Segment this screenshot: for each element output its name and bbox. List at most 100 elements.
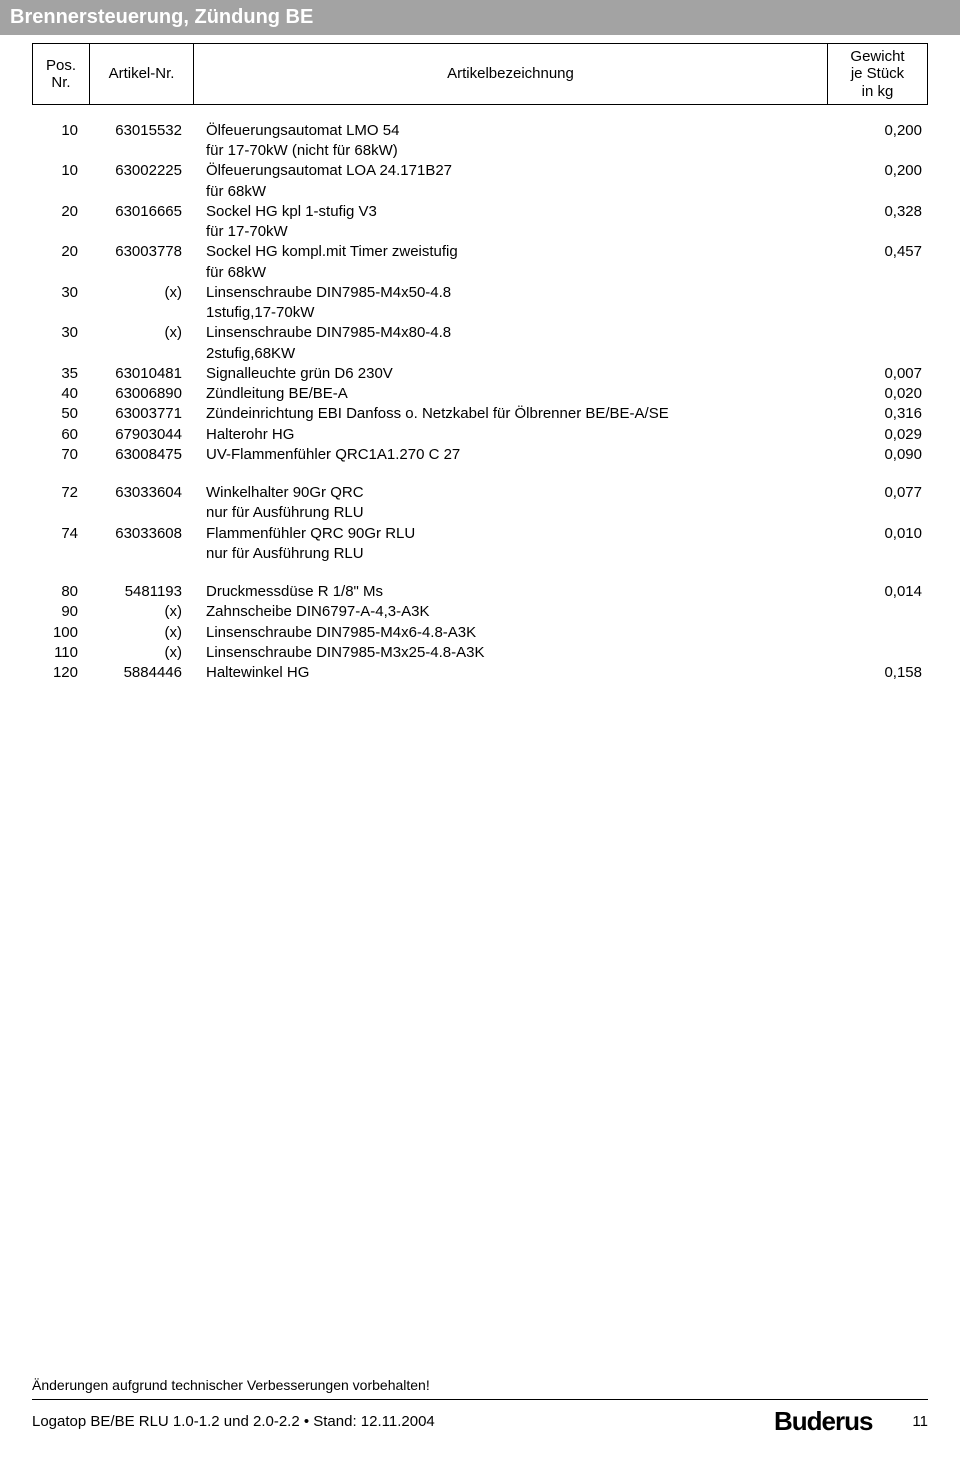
cell-pos: 74 xyxy=(32,524,90,544)
cell-art: 63003771 xyxy=(90,404,194,424)
col-wt-label: Gewicht je Stück in kg xyxy=(850,48,904,100)
cell-pos xyxy=(32,263,90,283)
table-row: 30(x)Linsenschraube DIN7985-M4x80-4.8 xyxy=(32,323,928,343)
cell-art: 63003778 xyxy=(90,242,194,262)
cell-pos xyxy=(32,503,90,523)
cell-wt xyxy=(828,303,928,323)
cell-pos xyxy=(32,344,90,364)
cell-desc: Zündleitung BE/BE-A xyxy=(194,384,828,404)
table-row: 1205884446Haltewinkel HG0,158 xyxy=(32,663,928,683)
cell-desc: Winkelhalter 90Gr QRC xyxy=(194,483,828,503)
cell-wt xyxy=(828,283,928,303)
cell-wt: 0,007 xyxy=(828,364,928,384)
cell-wt: 0,457 xyxy=(828,242,928,262)
cell-art: (x) xyxy=(90,602,194,622)
cell-pos: 50 xyxy=(32,404,90,424)
cell-wt xyxy=(828,182,928,202)
cell-desc: Haltewinkel HG xyxy=(194,663,828,683)
cell-desc: Linsenschraube DIN7985-M4x50-4.8 xyxy=(194,283,828,303)
col-desc-label: Artikelbezeichnung xyxy=(447,65,574,82)
cell-desc: Zahnscheibe DIN6797-A-4,3-A3K xyxy=(194,602,828,622)
table-row: 90(x)Zahnscheibe DIN6797-A-4,3-A3K xyxy=(32,602,928,622)
cell-wt: 0,029 xyxy=(828,425,928,445)
cell-pos: 72 xyxy=(32,483,90,503)
table-row: für 68kW xyxy=(32,263,928,283)
cell-desc: Flammenfühler QRC 90Gr RLU xyxy=(194,524,828,544)
cell-desc: nur für Ausführung RLU xyxy=(194,544,828,564)
cell-pos: 10 xyxy=(32,121,90,141)
table-body: 1063015532Ölfeuerungsautomat LMO 540,200… xyxy=(32,121,928,684)
cell-desc: Sockel HG kpl 1-stufig V3 xyxy=(194,202,828,222)
cell-art xyxy=(90,344,194,364)
table-row: für 17-70kW xyxy=(32,222,928,242)
cell-art: (x) xyxy=(90,283,194,303)
table-row: für 17-70kW (nicht für 68kW) xyxy=(32,141,928,161)
cell-wt xyxy=(828,503,928,523)
section-title: Brennersteuerung, Zündung BE xyxy=(0,0,960,35)
cell-pos xyxy=(32,303,90,323)
cell-wt xyxy=(828,602,928,622)
cell-desc: Druckmessdüse R 1/8" Ms xyxy=(194,582,828,602)
cell-wt: 0,200 xyxy=(828,121,928,141)
table-row: nur für Ausführung RLU xyxy=(32,503,928,523)
table-row: 2stufig,68KW xyxy=(32,344,928,364)
table-row: 30(x)Linsenschraube DIN7985-M4x50-4.8 xyxy=(32,283,928,303)
cell-pos: 30 xyxy=(32,323,90,343)
cell-wt xyxy=(828,544,928,564)
cell-art: 67903044 xyxy=(90,425,194,445)
cell-art: 5884446 xyxy=(90,663,194,683)
cell-pos xyxy=(32,141,90,161)
cell-desc: Halterohr HG xyxy=(194,425,828,445)
cell-pos: 100 xyxy=(32,623,90,643)
col-art-label: Artikel-Nr. xyxy=(109,65,175,82)
cell-wt: 0,014 xyxy=(828,582,928,602)
cell-art: 63010481 xyxy=(90,364,194,384)
table-row: für 68kW xyxy=(32,182,928,202)
cell-wt xyxy=(828,141,928,161)
cell-art xyxy=(90,303,194,323)
cell-desc: Ölfeuerungsautomat LOA 24.171B27 xyxy=(194,161,828,181)
cell-pos: 20 xyxy=(32,202,90,222)
cell-desc: Sockel HG kompl.mit Timer zweistufig xyxy=(194,242,828,262)
cell-pos xyxy=(32,182,90,202)
table-row: 2063003778Sockel HG kompl.mit Timer zwei… xyxy=(32,242,928,262)
col-art: Artikel-Nr. xyxy=(90,43,194,105)
table-header: Pos. Nr. Artikel-Nr. Artikelbezeichnung … xyxy=(32,43,928,105)
cell-art xyxy=(90,182,194,202)
cell-art: (x) xyxy=(90,323,194,343)
cell-art: 63002225 xyxy=(90,161,194,181)
table-row: 7463033608Flammenfühler QRC 90Gr RLU0,01… xyxy=(32,524,928,544)
cell-art: 63008475 xyxy=(90,445,194,465)
cell-desc: für 68kW xyxy=(194,263,828,283)
table-row: 7063008475UV-Flammenfühler QRC1A1.270 C … xyxy=(32,445,928,465)
footer-rule xyxy=(32,1399,928,1400)
cell-wt: 0,200 xyxy=(828,161,928,181)
table-row: nur für Ausführung RLU xyxy=(32,544,928,564)
cell-desc: Linsenschraube DIN7985-M3x25-4.8-A3K xyxy=(194,643,828,663)
col-pos-label: Pos. Nr. xyxy=(46,57,76,92)
cell-wt: 0,158 xyxy=(828,663,928,683)
cell-art: 63033604 xyxy=(90,483,194,503)
cell-pos: 90 xyxy=(32,602,90,622)
cell-wt: 0,077 xyxy=(828,483,928,503)
table-row: 4063006890Zündleitung BE/BE-A0,020 xyxy=(32,384,928,404)
cell-pos: 60 xyxy=(32,425,90,445)
cell-pos xyxy=(32,544,90,564)
col-wt: Gewicht je Stück in kg xyxy=(828,43,928,105)
cell-art: 63015532 xyxy=(90,121,194,141)
cell-art: 63016665 xyxy=(90,202,194,222)
cell-art xyxy=(90,222,194,242)
table-row: 1063015532Ölfeuerungsautomat LMO 540,200 xyxy=(32,121,928,141)
cell-pos xyxy=(32,222,90,242)
cell-wt: 0,316 xyxy=(828,404,928,424)
table-row: 1stufig,17-70kW xyxy=(32,303,928,323)
cell-art: 63033608 xyxy=(90,524,194,544)
table-row: 6067903044Halterohr HG0,029 xyxy=(32,425,928,445)
cell-wt xyxy=(828,323,928,343)
table-row: 805481193Druckmessdüse R 1/8" Ms0,014 xyxy=(32,582,928,602)
cell-art: 5481193 xyxy=(90,582,194,602)
footer-docline: Logatop BE/BE RLU 1.0-1.2 und 2.0-2.2 • … xyxy=(32,1413,435,1430)
cell-pos: 20 xyxy=(32,242,90,262)
cell-desc: Linsenschraube DIN7985-M4x80-4.8 xyxy=(194,323,828,343)
cell-pos: 110 xyxy=(32,643,90,663)
